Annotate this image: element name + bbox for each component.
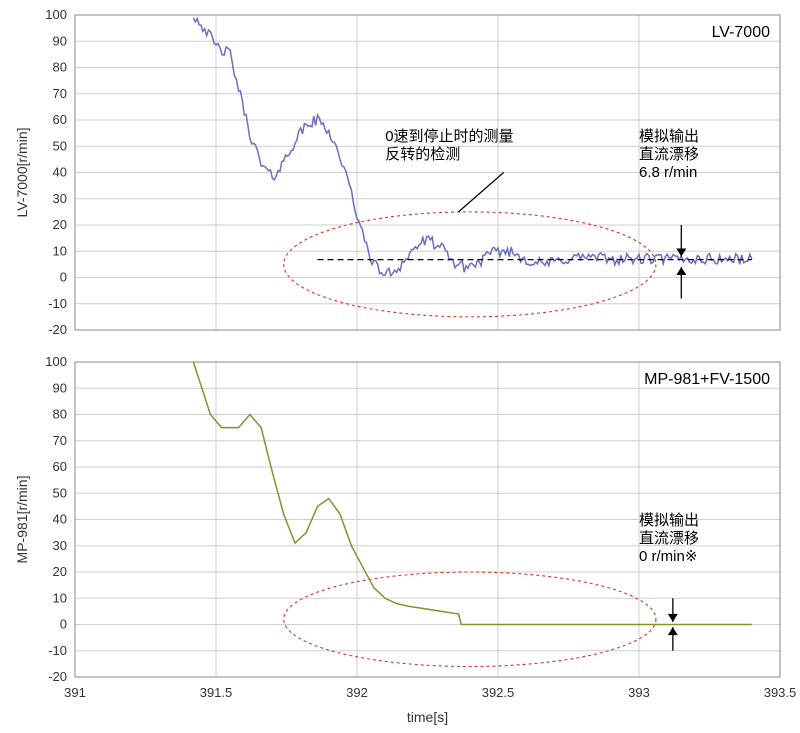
svg-text:393.5: 393.5 <box>764 685 797 700</box>
svg-text:-10: -10 <box>48 296 67 311</box>
svg-text:391: 391 <box>64 685 86 700</box>
figure: -20-100102030405060708090100LV-7000LV-70… <box>0 0 800 733</box>
svg-text:10: 10 <box>53 243 67 258</box>
svg-text:MP-981+FV-1500: MP-981+FV-1500 <box>644 371 770 388</box>
svg-text:MP-981[r/min]: MP-981[r/min] <box>14 476 30 564</box>
svg-text:30: 30 <box>53 191 67 206</box>
svg-text:90: 90 <box>53 33 67 48</box>
svg-text:直流漂移: 直流漂移 <box>639 530 699 547</box>
svg-text:392: 392 <box>346 685 368 700</box>
svg-text:60: 60 <box>53 459 67 474</box>
svg-text:-20: -20 <box>48 322 67 337</box>
svg-text:-20: -20 <box>48 669 67 684</box>
svg-text:60: 60 <box>53 112 67 127</box>
svg-text:6.8 r/min: 6.8 r/min <box>639 164 697 181</box>
svg-text:0: 0 <box>60 270 67 285</box>
svg-text:20: 20 <box>53 564 67 579</box>
svg-text:20: 20 <box>53 217 67 232</box>
svg-text:393: 393 <box>628 685 650 700</box>
svg-text:40: 40 <box>53 165 67 180</box>
svg-text:模拟输出: 模拟输出 <box>639 128 699 145</box>
svg-text:time[s]: time[s] <box>407 709 448 725</box>
chart-canvas: -20-100102030405060708090100LV-7000LV-70… <box>0 0 800 733</box>
svg-text:直流漂移: 直流漂移 <box>639 146 699 163</box>
svg-text:391.5: 391.5 <box>200 685 233 700</box>
svg-text:70: 70 <box>53 86 67 101</box>
svg-text:392.5: 392.5 <box>482 685 515 700</box>
svg-text:0速到停止时的测量: 0速到停止时的测量 <box>385 128 513 145</box>
svg-text:50: 50 <box>53 138 67 153</box>
svg-text:反转的检测: 反转的检测 <box>385 146 460 163</box>
svg-text:70: 70 <box>53 433 67 448</box>
svg-text:100: 100 <box>45 354 67 369</box>
svg-text:30: 30 <box>53 538 67 553</box>
svg-text:90: 90 <box>53 380 67 395</box>
svg-text:50: 50 <box>53 485 67 500</box>
svg-text:LV-7000[r/min]: LV-7000[r/min] <box>14 127 30 217</box>
svg-text:-10: -10 <box>48 643 67 658</box>
svg-text:0: 0 <box>60 617 67 632</box>
svg-text:模拟输出: 模拟输出 <box>639 512 699 529</box>
svg-text:80: 80 <box>53 60 67 75</box>
svg-text:40: 40 <box>53 512 67 527</box>
svg-text:0 r/min※: 0 r/min※ <box>639 548 697 565</box>
svg-text:10: 10 <box>53 590 67 605</box>
svg-text:LV-7000: LV-7000 <box>712 24 771 41</box>
svg-text:100: 100 <box>45 7 67 22</box>
svg-text:80: 80 <box>53 407 67 422</box>
